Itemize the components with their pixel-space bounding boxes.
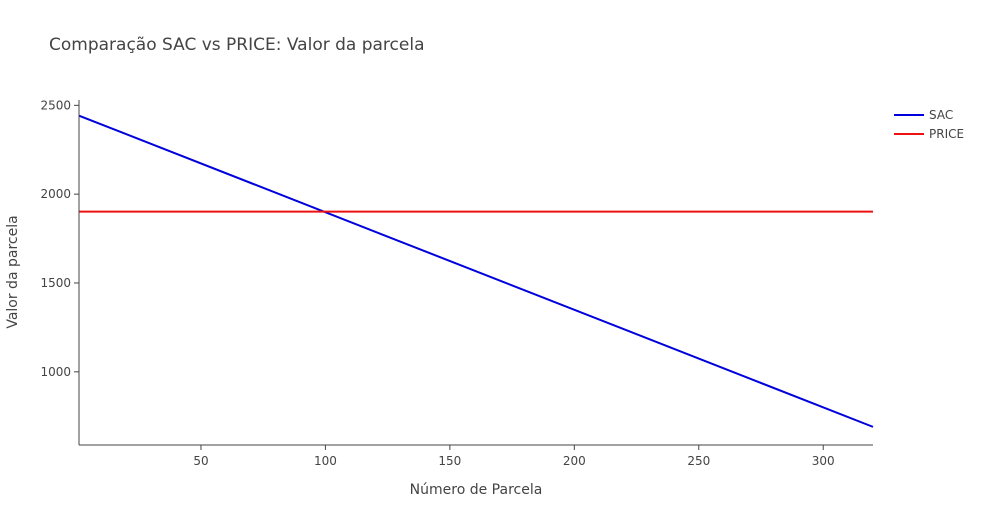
y-tick-label: 1500	[40, 276, 71, 290]
x-tick-label: 200	[563, 454, 586, 468]
x-tick-label: 50	[193, 454, 208, 468]
y-tick-label: 2000	[40, 187, 71, 201]
plot-area: 50 100 150 200 250 300 1000 1500 2000 2500	[40, 98, 874, 468]
x-tick-labels: 50 100 150 200 250 300	[193, 445, 835, 468]
legend: SAC PRICE	[894, 108, 964, 141]
y-tick-label: 2500	[40, 98, 71, 112]
x-tick-label: 150	[438, 454, 461, 468]
x-axis-title: Número de Parcela	[410, 482, 543, 498]
legend-label: PRICE	[929, 127, 964, 141]
x-tick-label: 100	[314, 454, 337, 468]
series-layer	[78, 114, 874, 428]
x-tick-label: 300	[812, 454, 835, 468]
y-tick-label: 1000	[40, 365, 71, 379]
x-tick-label: 250	[687, 454, 710, 468]
series-line-sac	[78, 114, 874, 428]
chart-title: Comparação SAC vs PRICE: Valor da parcel…	[49, 35, 425, 55]
legend-label: SAC	[929, 108, 953, 122]
y-axis-title: Valor da parcela	[5, 215, 21, 328]
y-tick-labels: 1000 1500 2000 2500	[40, 98, 79, 379]
